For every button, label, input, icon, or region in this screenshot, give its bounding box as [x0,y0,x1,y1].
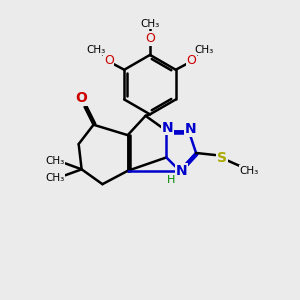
Text: CH₃: CH₃ [140,19,160,29]
Text: N: N [176,164,187,178]
Text: N: N [184,122,196,136]
Text: O: O [145,32,155,45]
Text: N: N [162,121,174,135]
Text: CH₃: CH₃ [239,166,258,176]
Text: O: O [75,91,87,105]
Text: CH₃: CH₃ [45,156,64,166]
Text: CH₃: CH₃ [194,44,213,55]
Text: S: S [217,151,227,165]
Text: H: H [167,175,176,185]
Text: CH₃: CH₃ [87,44,106,55]
Text: CH₃: CH₃ [45,172,64,183]
Text: O: O [104,54,114,67]
Text: O: O [186,54,196,67]
